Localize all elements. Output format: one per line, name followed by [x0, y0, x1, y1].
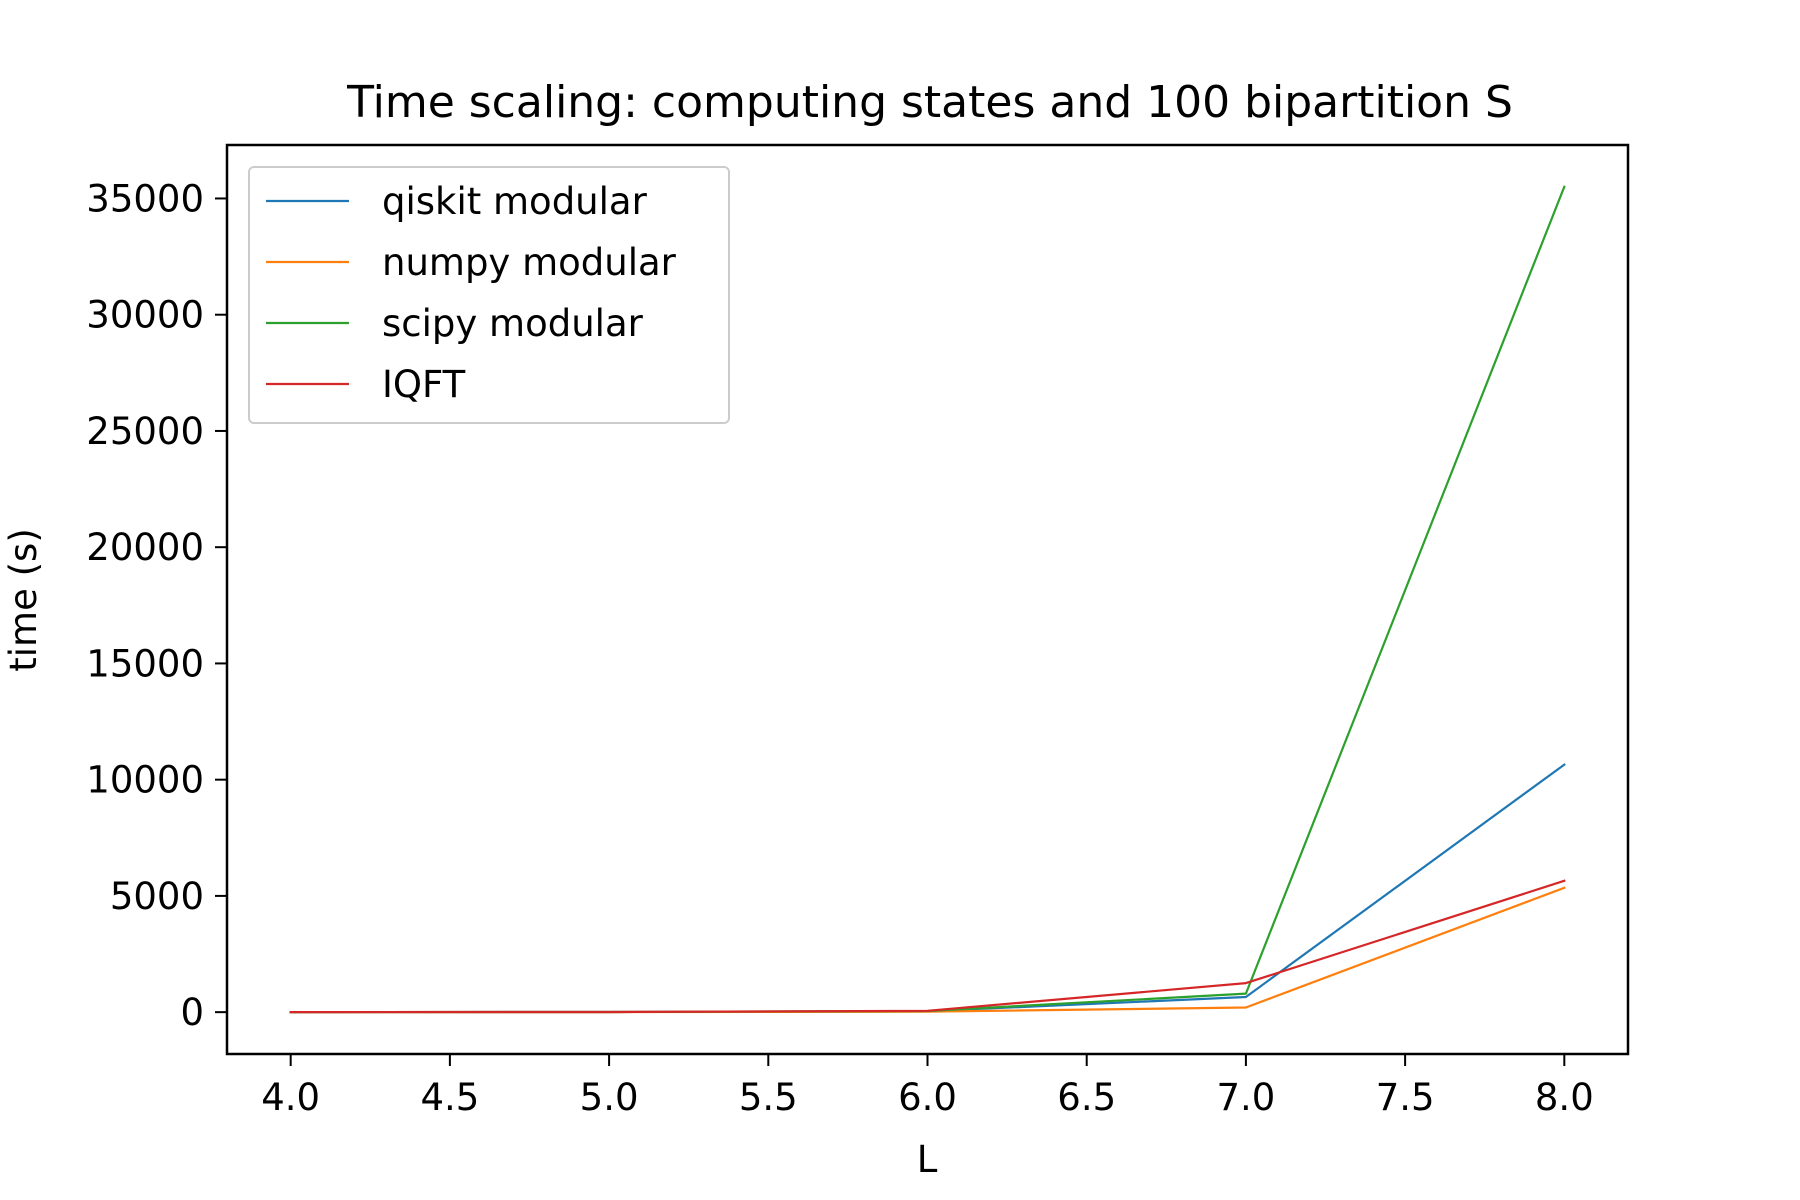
legend: qiskit modular numpy modular scipy modular… — [248, 166, 730, 424]
y-tick-label: 30000 — [86, 294, 204, 337]
y-tick-label: 0 — [180, 991, 204, 1034]
legend-entry-label: IQFT — [382, 363, 466, 406]
y-tick-label: 25000 — [86, 410, 204, 453]
legend-box — [248, 166, 730, 424]
x-tick-label: 7.5 — [1376, 1076, 1435, 1119]
plot-area — [289, 185, 1566, 1014]
x-tick-label: 7.0 — [1216, 1076, 1275, 1119]
x-axis-label: L — [917, 1138, 938, 1181]
y-tick-label: 5000 — [110, 875, 204, 918]
legend-entry-label: qiskit modular — [382, 180, 648, 223]
y-tick-label: 20000 — [86, 526, 204, 569]
chart-title: Time scaling: computing states and 100 b… — [346, 77, 1513, 128]
legend-entry-label: numpy modular — [382, 241, 677, 284]
series-line-4 — [289, 879, 1566, 1014]
y-tick-label: 10000 — [86, 759, 204, 802]
x-tick-label: 8.0 — [1535, 1076, 1594, 1119]
x-tick-label: 6.0 — [898, 1076, 957, 1119]
x-tick-label: 6.5 — [1057, 1076, 1116, 1119]
x-tick-label: 4.0 — [261, 1076, 320, 1119]
x-tick-label: 5.0 — [580, 1076, 639, 1119]
y-tick-label: 35000 — [86, 177, 204, 220]
legend-entry-label: scipy modular — [382, 302, 644, 345]
y-axis-label: time (s) — [2, 528, 45, 672]
x-tick-label: 5.5 — [739, 1076, 798, 1119]
axes-ticks: 4.0 4.5 5.0 5.5 6.0 6.5 7.0 7.5 8.0 0 5000 10000 150… — [86, 177, 1593, 1119]
x-tick-label: 4.5 — [420, 1076, 479, 1119]
y-tick-label: 15000 — [86, 642, 204, 685]
